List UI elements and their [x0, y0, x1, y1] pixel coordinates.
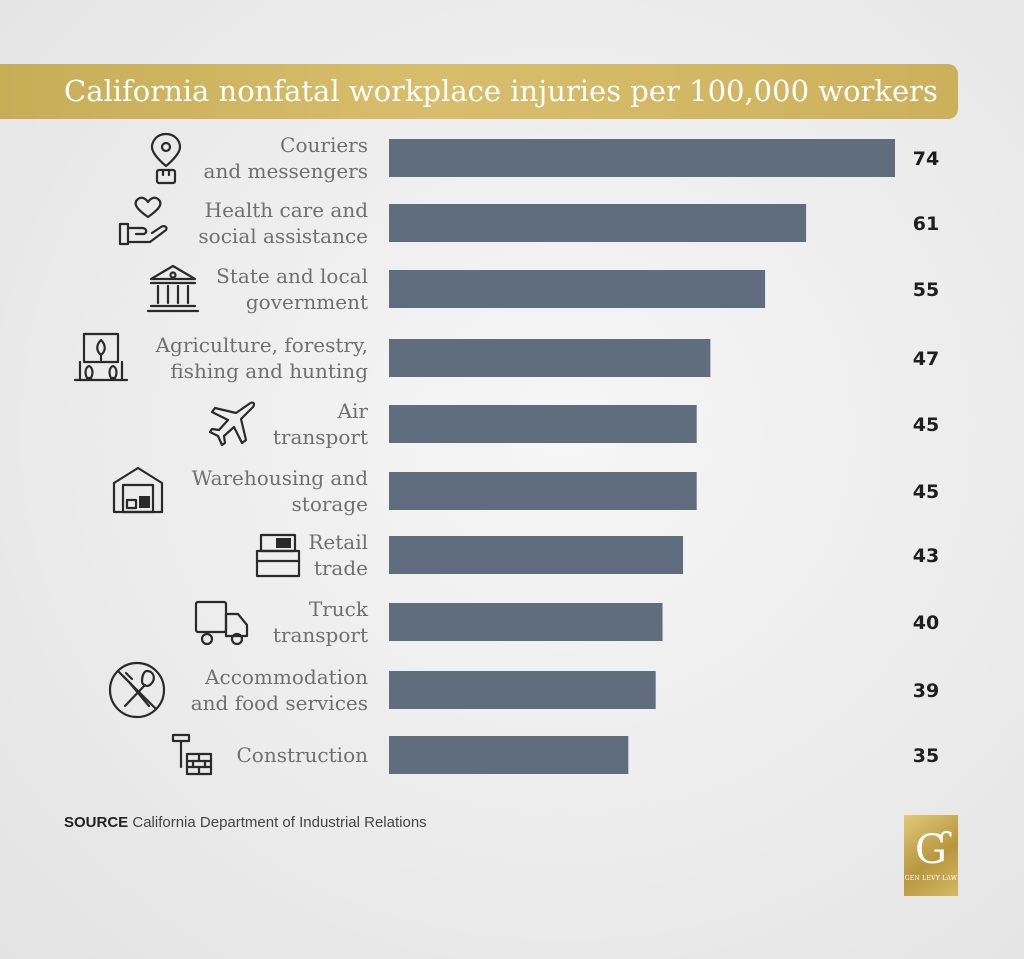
bar-9: [389, 671, 656, 709]
value-label-4: 47: [913, 348, 939, 370]
category-label-4: Agriculture, forestry, fishing and huntin…: [155, 333, 369, 383]
bar-3: [389, 270, 766, 308]
value-label-10: 35: [913, 745, 939, 767]
source-text: California Department of Industrial Rela…: [132, 814, 427, 831]
category-label-2: Health care and social assistance: [198, 198, 368, 248]
bar-1: [389, 139, 895, 177]
value-label-7: 43: [913, 545, 939, 567]
category-label-3: State and local government: [216, 264, 368, 314]
truck-icon: [194, 600, 249, 646]
chart-title: California nonfatal workplace injuries p…: [64, 74, 938, 108]
location-package-icon: [150, 132, 182, 185]
category-label-9: Accommodation and food services: [191, 665, 368, 715]
value-label-8: 40: [913, 612, 939, 634]
title-banner: California nonfatal workplace injuries p…: [0, 64, 958, 119]
source-prefix: SOURCE: [64, 814, 129, 831]
value-label-6: 45: [913, 481, 939, 503]
value-label-3: 55: [913, 279, 939, 301]
logo-text: GEN LEVY LAW: [904, 875, 958, 882]
brand-logo: Ɠ GEN LEVY LAW: [904, 815, 958, 896]
logo-monogram: Ɠ: [915, 827, 947, 873]
bar-5: [389, 405, 697, 443]
value-label-9: 39: [913, 680, 939, 702]
government-building-icon: [146, 264, 200, 313]
bar-8: [389, 603, 663, 641]
no-food-icon: [108, 661, 166, 719]
airplane-icon: [208, 401, 256, 447]
hammer-bricks-icon: [171, 733, 213, 776]
category-label-5: Air transport: [273, 399, 369, 449]
bar-10: [389, 736, 629, 774]
heart-hand-icon: [118, 196, 168, 246]
value-label-1: 74: [913, 148, 939, 170]
bar-6: [389, 472, 697, 510]
farm-sign-icon: [73, 332, 129, 382]
category-label-10: Construction: [236, 743, 368, 767]
bar-2: [389, 204, 807, 242]
value-label-5: 45: [913, 414, 939, 436]
source-note: SOURCE California Department of Industri…: [64, 814, 427, 831]
category-label-7: Retail trade: [308, 530, 368, 580]
category-label-8: Truck transport: [273, 597, 369, 647]
category-label-1: Couriers and messengers: [204, 133, 368, 183]
value-label-2: 61: [913, 213, 939, 235]
warehouse-icon: [112, 466, 164, 514]
bar-7: [389, 536, 684, 574]
category-label-6: Warehousing and storage: [192, 466, 368, 516]
bar-4: [389, 339, 711, 377]
retail-counter-icon: [255, 533, 301, 578]
